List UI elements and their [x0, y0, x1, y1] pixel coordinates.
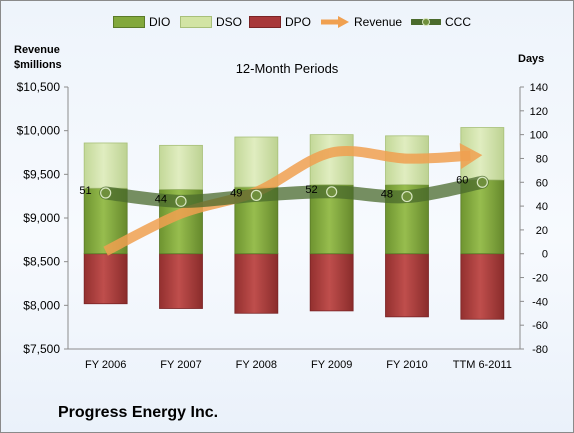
x-tick-label-fy-2008: FY 2008	[236, 359, 277, 371]
legend-item-ccc: CCC	[411, 14, 471, 29]
ccc-point	[175, 195, 187, 207]
dpo-bar	[460, 253, 505, 320]
left-tick-label: $9,500	[23, 167, 60, 181]
dio-bar	[460, 179, 505, 255]
company-name: Progress Energy Inc.	[58, 404, 219, 421]
dso-bar	[234, 136, 279, 188]
right-tick-label: 0	[542, 249, 548, 261]
legend-swatch-ccc	[411, 17, 441, 26]
right-tick-label: 140	[530, 82, 548, 94]
legend-label-revenue: Revenue	[354, 14, 403, 29]
left-tick-label: $7,500	[23, 342, 60, 356]
right-tick-label: 40	[536, 201, 548, 213]
legend-item-revenue: Revenue	[320, 14, 402, 29]
left-tick-label: $10,500	[17, 80, 61, 94]
ccc-data-label: 52	[305, 184, 317, 196]
legend-swatch-dio	[113, 15, 145, 28]
ccc-data-label: 49	[230, 187, 242, 199]
revenue-arrowhead	[459, 143, 483, 170]
x-tick-label-ttm-6-2011: TTM 6-2011	[453, 359, 512, 371]
ccc-data-label: 44	[155, 193, 167, 205]
ccc-point	[326, 186, 338, 198]
right-tick-label: -80	[532, 344, 548, 356]
dso-bar	[309, 134, 354, 186]
legend-swatch-dpo	[249, 15, 281, 28]
x-tick-label-fy-2009: FY 2009	[311, 359, 352, 371]
right-tick-label: 80	[536, 153, 548, 165]
ccc-point	[401, 190, 413, 203]
right-tick-label: -60	[532, 320, 548, 332]
legend-label-dpo: DPO	[285, 14, 312, 29]
left-tick-label: $8,000	[23, 298, 60, 312]
ccc-point	[100, 187, 112, 199]
dpo-bar	[234, 253, 279, 314]
dpo-bar	[83, 253, 128, 305]
ccc-point	[476, 176, 488, 188]
dpo-bar	[309, 253, 354, 312]
right-axis-title: Days	[518, 53, 545, 65]
dso-bar	[159, 144, 203, 190]
legend-swatch-dso	[180, 15, 212, 28]
legend-label-ccc: CCC	[445, 14, 471, 29]
x-tick-label-fy-2006: FY 2006	[85, 359, 126, 371]
right-tick-label: -40	[532, 296, 548, 308]
revenue-trend-line	[103, 145, 471, 256]
legend-item-dso: DSO	[180, 14, 242, 29]
ccc-data-label: 60	[456, 174, 468, 186]
ccc-data-label: 51	[79, 185, 91, 197]
dso-bar	[83, 142, 128, 189]
left-axis-title: Revenue $millions	[14, 43, 62, 73]
left-tick-label: $8,500	[23, 255, 60, 269]
legend-item-dio: DIO	[113, 14, 170, 29]
left-tick-label: $9,000	[23, 211, 60, 225]
chart-title: 12-Month Periods	[235, 61, 339, 76]
left-tick-label: $10,000	[17, 124, 61, 138]
x-tick-label-fy-2010: FY 2010	[386, 359, 427, 371]
legend-item-dpo: DPO	[249, 14, 311, 29]
dpo-bar	[159, 253, 203, 309]
ccc-data-label: 48	[381, 189, 393, 201]
legend-label-dso: DSO	[216, 14, 243, 29]
legend-label-dio: DIO	[149, 14, 171, 29]
legend-swatch-revenue	[321, 15, 349, 28]
right-tick-label: 120	[530, 106, 548, 118]
right-tick-label: 100	[530, 130, 548, 142]
right-tick-label: 20	[536, 225, 548, 237]
ccc-point	[250, 189, 262, 201]
right-tick-label: 60	[536, 177, 548, 189]
dpo-bar	[385, 253, 429, 318]
ccc-line	[99, 175, 489, 208]
right-tick-label: -20	[532, 273, 548, 285]
left-axis-title-line1: Revenue	[14, 44, 60, 56]
left-axis-title-line2: $millions	[14, 59, 62, 71]
x-tick-label-fy-2007: FY 2007	[160, 359, 201, 371]
